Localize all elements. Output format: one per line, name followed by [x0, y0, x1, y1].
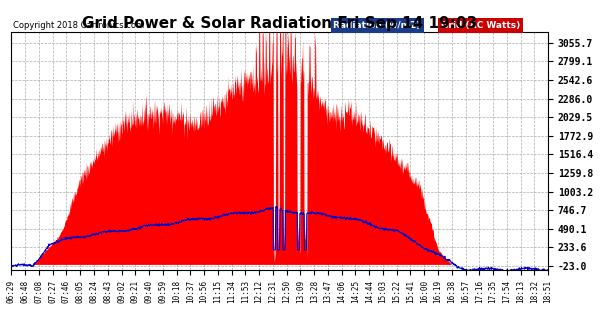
Title: Grid Power & Solar Radiation Fri Sep 14 19:03: Grid Power & Solar Radiation Fri Sep 14 … [82, 16, 478, 31]
Text: Radiation (w/m2): Radiation (w/m2) [334, 21, 421, 30]
Text: Copyright 2018 Cartronics.com: Copyright 2018 Cartronics.com [13, 21, 143, 30]
Text: Grid (AC Watts): Grid (AC Watts) [441, 21, 520, 30]
